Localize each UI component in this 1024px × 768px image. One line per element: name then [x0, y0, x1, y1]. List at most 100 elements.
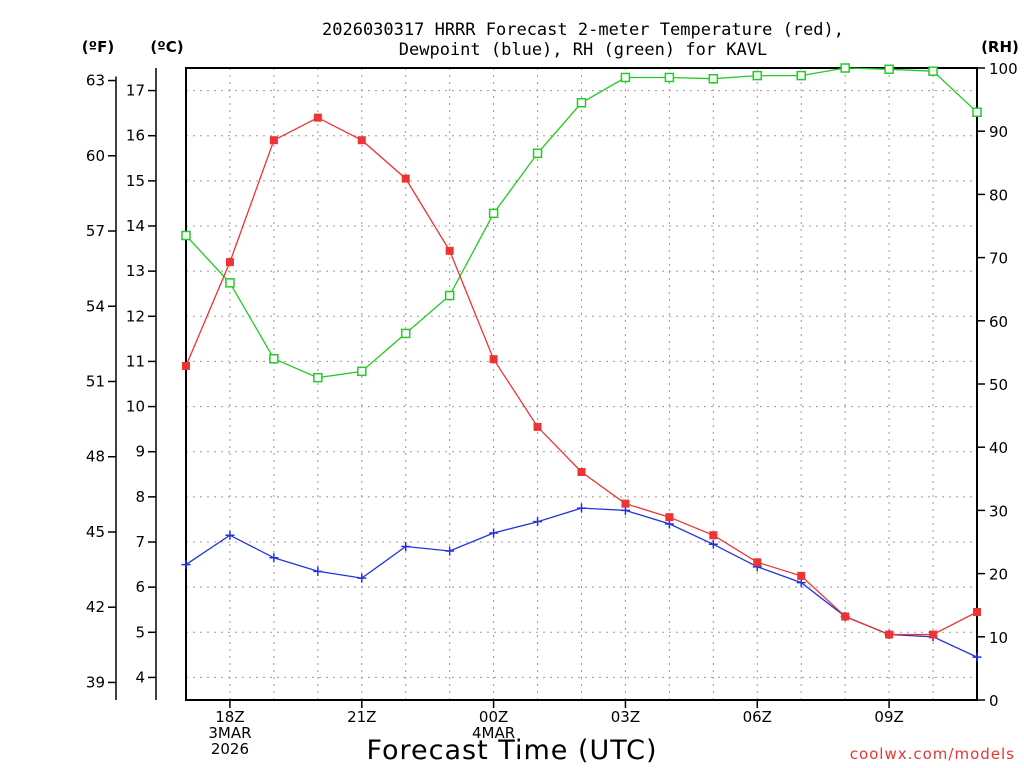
fahrenheit-tick-label: 60	[86, 147, 105, 165]
x-tick-label: 3MAR	[208, 724, 251, 742]
x-tick-label: 03Z	[611, 708, 640, 726]
rh-tick-label: 100	[989, 60, 1018, 78]
temperature-point	[621, 499, 630, 508]
rh-tick-label: 90	[989, 123, 1008, 141]
rh-tick-label: 60	[989, 313, 1008, 331]
x-tick-label: 18Z	[215, 708, 244, 726]
rh-point	[532, 148, 543, 159]
celsius-tick-label: 11	[126, 352, 145, 370]
rh-point	[357, 366, 367, 377]
x-tick-label: 2026	[211, 740, 249, 758]
temperature-point	[885, 630, 894, 639]
temperature-point	[533, 422, 542, 431]
temperature-point	[797, 571, 806, 580]
series-temperature	[182, 113, 981, 639]
gridlines	[186, 68, 977, 700]
celsius-tick-label: 7	[135, 533, 145, 551]
dewpoint-point	[445, 546, 455, 556]
fahrenheit-tick-label: 45	[86, 523, 105, 541]
fahrenheit-tick-label: 51	[86, 372, 105, 390]
temperature-point	[445, 246, 454, 255]
rh-point	[708, 73, 719, 84]
rh-tick-label: 70	[989, 250, 1008, 268]
rh-point	[796, 70, 806, 81]
temperature-point	[269, 136, 278, 145]
temperature-point	[973, 607, 981, 616]
celsius-tick-label: 16	[126, 127, 145, 145]
dewpoint-point	[269, 553, 279, 563]
x-tick-label: 21Z	[347, 708, 376, 726]
chart-title-line-2: Dewpoint (blue), RH (green) for KAVL	[399, 40, 767, 60]
series-dewpoint	[181, 503, 982, 662]
dewpoint-point	[181, 560, 191, 570]
rh-point	[181, 230, 191, 241]
rh-point	[840, 63, 850, 73]
temperature-point	[841, 612, 850, 621]
fahrenheit-tick-label: 63	[86, 72, 105, 90]
rh-point	[488, 208, 499, 219]
dewpoint-point	[225, 530, 235, 540]
celsius-tick-label: 10	[126, 398, 145, 416]
fahrenheit-axis-header: (ºF)	[82, 38, 114, 56]
dewpoint-point	[708, 539, 718, 549]
rh-tick-label: 10	[989, 629, 1008, 647]
rh-point	[269, 353, 279, 364]
temperature-point	[225, 258, 234, 267]
celsius-tick-label: 8	[135, 488, 145, 506]
temperature-point	[313, 113, 322, 122]
temperature-point	[665, 513, 674, 522]
chart-title-line-1: 2026030317 HRRR Forecast 2-meter Tempera…	[322, 20, 844, 40]
celsius-tick-label: 5	[135, 623, 145, 641]
temperature-point	[753, 558, 762, 567]
temperature-point	[709, 531, 718, 540]
x-tick-label: 4MAR	[472, 724, 515, 742]
rh-point	[884, 64, 894, 75]
dewpoint-point	[357, 573, 367, 583]
rh-axis-header: (RH)	[981, 38, 1019, 56]
rh-point	[972, 107, 982, 117]
rh-point	[225, 278, 235, 288]
rh-point	[664, 72, 675, 83]
series-rh	[181, 63, 982, 383]
rh-tick-label: 40	[989, 439, 1008, 457]
fahrenheit-tick-label: 48	[86, 448, 105, 466]
dewpoint-point	[401, 542, 411, 552]
temperature-point	[577, 468, 586, 477]
temperature-point	[182, 361, 190, 370]
dewpoint-point	[533, 517, 543, 527]
rh-point	[752, 70, 763, 81]
rh-tick-label: 30	[989, 502, 1008, 520]
series-layer	[181, 63, 982, 662]
rh-point	[444, 290, 455, 301]
temperature-point	[357, 136, 366, 145]
celsius-axis-header: (ºC)	[150, 38, 183, 56]
x-tick-label: 09Z	[874, 708, 903, 726]
rh-tick-label: 20	[989, 566, 1008, 584]
fahrenheit-tick-label: 42	[86, 598, 105, 616]
x-tick-label: 00Z	[479, 708, 508, 726]
dewpoint-point	[313, 566, 323, 576]
rh-tick-label: 0	[989, 692, 999, 710]
celsius-tick-label: 12	[126, 307, 145, 325]
temperature-point	[401, 174, 410, 183]
rh-point	[400, 328, 411, 339]
dewpoint-point	[972, 652, 982, 662]
rh-tick-label: 80	[989, 186, 1008, 204]
fahrenheit-tick-label: 57	[86, 222, 105, 240]
temperature-point	[489, 355, 498, 364]
celsius-tick-label: 4	[135, 668, 145, 686]
rh-point	[620, 72, 631, 83]
rh-tick-label: 50	[989, 376, 1008, 394]
axes: 4567891011121314151617394245485154576063…	[86, 60, 1018, 758]
celsius-tick-label: 14	[126, 217, 145, 235]
temperature-point	[929, 630, 938, 639]
fahrenheit-tick-label: 54	[86, 297, 105, 315]
rh-point	[313, 372, 323, 383]
celsius-tick-label: 6	[135, 578, 145, 596]
dewpoint-point	[489, 528, 499, 538]
fahrenheit-tick-label: 39	[86, 673, 105, 691]
credit-text: coolwx.com/models	[850, 745, 1015, 763]
dewpoint-point	[577, 503, 586, 513]
celsius-tick-label: 15	[126, 172, 145, 190]
